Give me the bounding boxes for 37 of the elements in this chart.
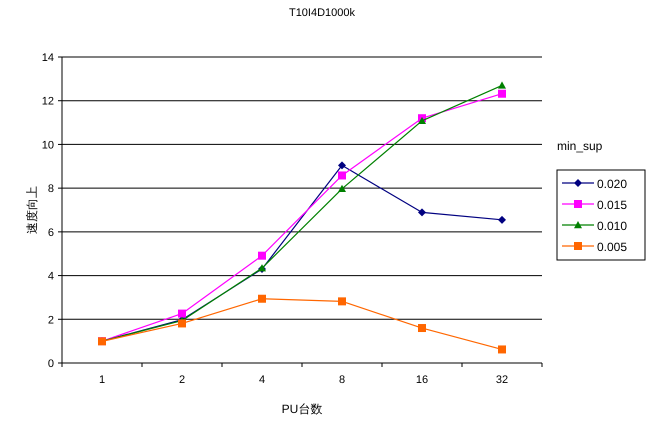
y-tick-label: 10 xyxy=(42,139,54,152)
point xyxy=(418,116,426,124)
point xyxy=(498,345,506,354)
x-axis-title: PU台数 xyxy=(282,402,322,416)
point xyxy=(418,324,426,332)
legend-label: 0.015 xyxy=(597,198,628,212)
point xyxy=(498,81,506,89)
point xyxy=(258,294,266,303)
x-tick-label: 8 xyxy=(338,374,346,386)
x-tick-label: 2 xyxy=(178,374,186,386)
point xyxy=(178,319,186,328)
point xyxy=(338,171,346,180)
legend-label: 0.005 xyxy=(597,240,628,254)
x-tick-label: 32 xyxy=(496,374,508,386)
y-axis-title: 速度向上 xyxy=(25,186,39,234)
y-tick-label: 6 xyxy=(48,226,54,239)
point xyxy=(418,208,426,216)
y-tick-label: 0 xyxy=(48,358,54,370)
point xyxy=(258,252,266,260)
point xyxy=(338,184,346,192)
y-tick-label: 8 xyxy=(48,183,54,196)
x-tick-label: 16 xyxy=(416,374,428,386)
legend-title: min_sup xyxy=(557,139,603,153)
chart-title: T10I4D1000k xyxy=(288,7,356,19)
point xyxy=(178,310,186,318)
x-tick-label: 4 xyxy=(258,374,266,386)
point xyxy=(338,297,346,306)
point xyxy=(498,216,506,224)
y-tick-label: 14 xyxy=(42,52,54,64)
point xyxy=(338,161,346,170)
y-tick-label: 4 xyxy=(48,270,54,283)
legend-label: 0.010 xyxy=(597,219,628,233)
y-tick-label: 2 xyxy=(48,314,54,326)
x-tick-label: 1 xyxy=(98,374,106,386)
legend-label: 0.020 xyxy=(597,177,628,191)
y-tick-label: 12 xyxy=(42,96,54,108)
point xyxy=(498,90,506,98)
